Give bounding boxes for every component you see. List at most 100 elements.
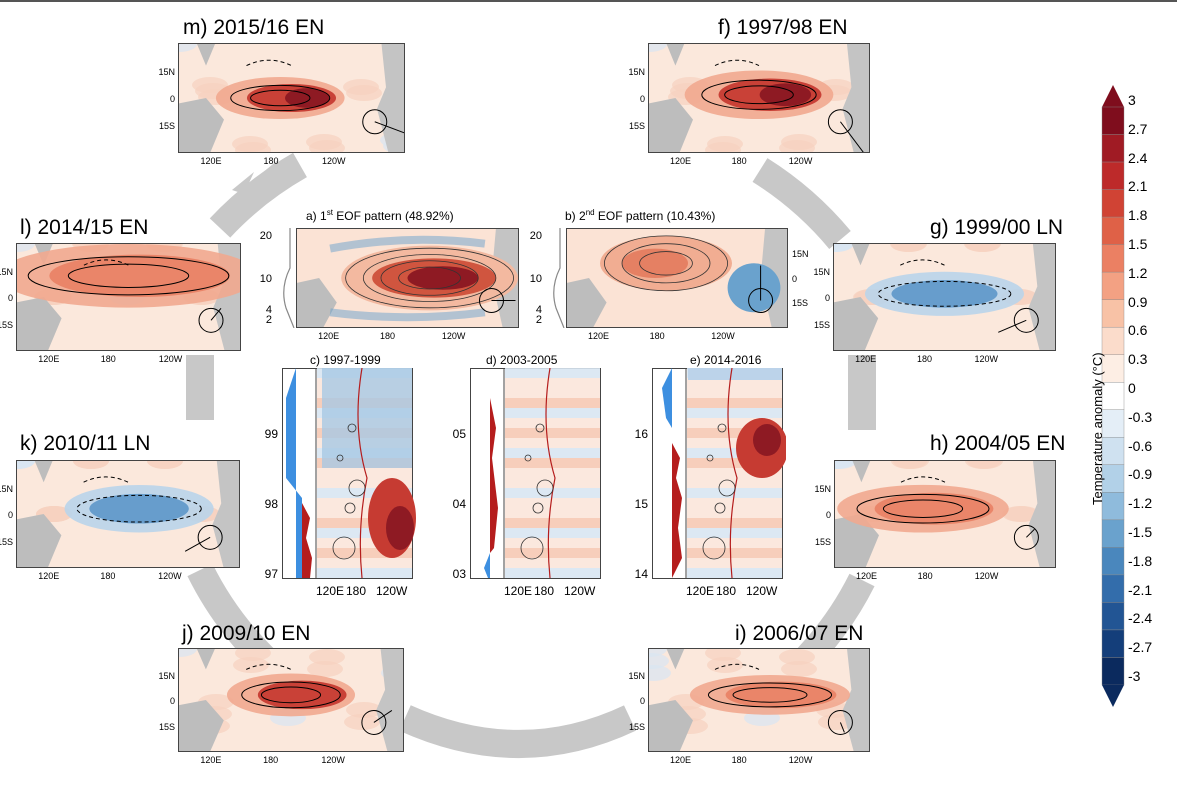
colorbar-label-6: 1.2 xyxy=(1128,264,1148,281)
colorbar-label-20: -3 xyxy=(1128,668,1141,684)
map-k-lon-1: 180 xyxy=(100,571,116,581)
eof-b-lon-0: 120E xyxy=(588,331,610,341)
eof-a-ytick-1: 10 xyxy=(259,273,272,285)
map-j-lat-2: 15S xyxy=(158,721,175,732)
colorbar-swatch xyxy=(1101,437,1125,466)
eof-b-ytick-2: 4 xyxy=(535,304,542,316)
colorbar-swatch xyxy=(1101,354,1125,383)
colorbar-label-16: -1.8 xyxy=(1128,552,1153,569)
colorbar-label-2: 2.4 xyxy=(1128,149,1148,166)
map-k-lat-0: 15N xyxy=(0,483,13,494)
map-f-lon-1: 180 xyxy=(731,156,747,166)
map-l-lon-2: 120W xyxy=(158,354,183,364)
map-j-lat-1: 0 xyxy=(169,696,175,707)
colorbar-swatch xyxy=(1101,519,1125,548)
pc-e-title: e) 2014-2016 xyxy=(690,353,762,367)
pc-e-lon-1: 180 xyxy=(716,584,737,598)
map-h-lat-0: 15N xyxy=(814,483,831,494)
map-g-lon-0: 120E xyxy=(855,354,877,364)
pc-c-title: c) 1997-1999 xyxy=(310,353,381,367)
panel-title-j: j) 2009/10 EN xyxy=(182,622,311,645)
eof-b-spectrum xyxy=(553,228,568,328)
pc-e-year-1: 15 xyxy=(634,497,648,511)
eof-b-lat-0: 15N xyxy=(792,249,809,260)
colorbar-label-1: 2.7 xyxy=(1128,120,1148,137)
pc-d-lon-2: 120W xyxy=(564,584,596,598)
colorbar-label-0: 3 xyxy=(1128,92,1136,108)
map-panel-h xyxy=(834,460,1056,568)
map-g-lat-2: 15S xyxy=(813,319,830,330)
eof-a-spectrum xyxy=(283,228,298,328)
eof-a-lon-0: 120E xyxy=(318,331,340,341)
map-h-lon-0: 120E xyxy=(856,571,878,581)
map-h-lon-1: 180 xyxy=(917,571,933,581)
panel-title-m: m) 2015/16 EN xyxy=(183,16,325,39)
colorbar-swatch xyxy=(1101,574,1125,603)
eof-a-map xyxy=(296,228,519,328)
hovmoller-c xyxy=(282,368,416,579)
map-i-lat-2: 15S xyxy=(628,721,645,732)
colorbar-swatch xyxy=(1101,409,1125,438)
map-j-lon-1: 180 xyxy=(263,755,279,765)
colorbar-label-3: 2.1 xyxy=(1128,178,1148,195)
colorbar-label-17: -2.1 xyxy=(1128,581,1153,598)
hovmoller-e xyxy=(652,368,786,579)
colorbar-swatch xyxy=(1101,244,1125,273)
map-panel-j xyxy=(178,648,404,752)
map-j-lon-2: 120W xyxy=(321,755,345,765)
eof-a-ytick-2: 4 xyxy=(265,304,272,316)
sst-map-l xyxy=(17,244,240,350)
eof-b-ytick-1: 10 xyxy=(529,273,542,285)
colorbar-label-13: -0.9 xyxy=(1128,466,1153,483)
map-m-lat-2: 15S xyxy=(158,121,175,132)
pc-d-year-2: 03 xyxy=(452,567,466,581)
map-panel-l xyxy=(16,243,241,351)
map-panel-k xyxy=(16,460,240,568)
pc-c-lon-1: 180 xyxy=(346,584,367,598)
map-h-lat-1: 0 xyxy=(825,510,831,521)
map-l-lat-2: 15S xyxy=(0,319,13,330)
map-k-lon-0: 120E xyxy=(38,571,60,581)
colorbar-swatch xyxy=(1101,299,1125,328)
sst-map-g xyxy=(834,244,1055,350)
colorbar-swatch xyxy=(1101,382,1125,410)
panel-title-l: l) 2014/15 EN xyxy=(20,216,149,239)
colorbar-swatch xyxy=(1101,326,1125,355)
eof2-title: b) 2nd EOF pattern (10.43%) xyxy=(565,208,716,223)
colorbar-swatch xyxy=(1101,189,1125,218)
sst-map-k xyxy=(17,461,239,567)
eof-a-ytick-3: 2 xyxy=(265,314,272,326)
sst-map-i xyxy=(649,649,869,751)
colorbar-label-14: -1.2 xyxy=(1128,495,1153,512)
map-l-lon-1: 180 xyxy=(100,354,116,364)
pc-e-lon-2: 120W xyxy=(746,584,778,598)
eof-a-lon-1: 180 xyxy=(379,331,395,341)
map-k-lat-1: 0 xyxy=(7,510,13,521)
colorbar-label-5: 1.5 xyxy=(1128,236,1148,252)
colorbar-label-18: -2.4 xyxy=(1128,610,1153,627)
pc-c-year-2: 97 xyxy=(264,567,278,581)
map-l-lat-0: 15N xyxy=(0,266,13,277)
colorbar-label-9: 0.3 xyxy=(1128,351,1148,368)
map-g-lon-1: 180 xyxy=(916,354,932,364)
colorbar-label-19: -2.7 xyxy=(1128,639,1153,656)
map-m-lat-1: 0 xyxy=(169,94,175,105)
eof1-title: a) 1st EOF pattern (48.92%) xyxy=(306,208,454,223)
sst-map-m xyxy=(179,44,404,152)
map-i-lon-2: 120W xyxy=(788,755,813,765)
eof-b-lon-1: 180 xyxy=(649,331,665,341)
map-panel-i xyxy=(648,648,870,752)
colorbar-swatch xyxy=(1101,657,1125,686)
colorbar-swatch xyxy=(1101,602,1125,631)
sst-map-j xyxy=(179,649,403,751)
map-l-lat-1: 0 xyxy=(7,293,13,304)
map-panel-f xyxy=(648,43,870,153)
panel-title-g: g) 1999/00 LN xyxy=(930,216,1064,239)
map-h-lat-2: 15S xyxy=(814,536,831,547)
map-g-lon-2: 120W xyxy=(974,354,998,364)
pc-e-year-2: 14 xyxy=(634,567,648,581)
eof-b-lon-2: 120W xyxy=(711,331,735,341)
map-f-lon-2: 120W xyxy=(788,156,813,166)
eof-b-lat-2: 15S xyxy=(792,298,809,309)
pc-c-year-0: 99 xyxy=(264,427,278,441)
